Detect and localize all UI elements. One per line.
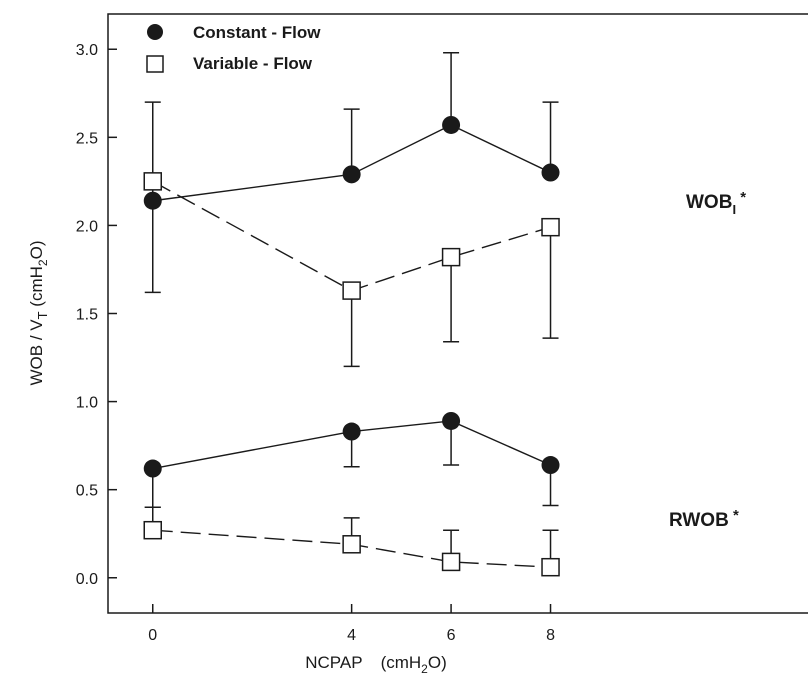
legend: Constant - Flow Variable - Flow [146, 23, 321, 73]
annotation-rwob: RWOB * [669, 507, 739, 531]
x-axis-label: NCPAP (cmH2O) [305, 653, 447, 676]
rwob-constant-flow-point-0 [143, 459, 162, 478]
rwob-constant-flow-point-6 [442, 411, 461, 430]
rwob-variable-flow-line [152, 529, 551, 568]
wobi-variable-flow-line [152, 180, 551, 292]
rwob-constant-flow-line [152, 420, 551, 470]
wobi-constant-flow-point-6 [442, 115, 461, 134]
y-axis-label-unit-close: O) [27, 241, 46, 260]
annotation-wobi-text: WOB [686, 192, 732, 213]
x-axis: 0 4 6 8 [148, 604, 555, 644]
x-tick-label-8: 8 [546, 627, 555, 644]
annotation-rwob-star: * [729, 507, 739, 524]
wobi-constant-flow-line [152, 124, 551, 202]
legend-label-constant-flow: Constant - Flow [193, 23, 321, 42]
annotation-wobi-star: * [736, 189, 746, 206]
wobi-variable-flow-point-4 [342, 281, 361, 300]
rwob-constant-flow-point-8 [541, 456, 560, 475]
x-axis-label-main: NCPAP [305, 653, 362, 672]
wobi-constant-flow-point-8 [541, 163, 560, 182]
y-axis-label-unit-sub: 2 [36, 259, 50, 266]
annotation-wobi-sub: I [732, 202, 736, 217]
series-lines [152, 124, 551, 568]
legend-marker-constant-flow [147, 24, 163, 40]
y-tick-label-2-0: 2.0 [76, 218, 98, 235]
annotation-rwob-text: RWOB [669, 510, 729, 531]
y-tick-label-1-0: 1.0 [76, 395, 98, 412]
y-axis-label-sub-t: T [35, 311, 50, 319]
y-tick-label-1-5: 1.5 [76, 307, 98, 324]
x-tick-label-0: 0 [148, 627, 157, 644]
error-bars [144, 52, 559, 568]
x-tick-label-4: 4 [347, 627, 356, 644]
annotation-wobi: WOBI * [686, 189, 746, 217]
legend-label-variable-flow: Variable - Flow [193, 54, 313, 73]
wobi-variable-flow-point-8 [541, 217, 560, 237]
legend-marker-variable-flow [146, 55, 164, 73]
y-tick-label-3-0: 3.0 [76, 42, 98, 59]
y-axis-label: WOB / VT (cmH2O) [27, 241, 50, 386]
series-annotations: WOBI * RWOB * [669, 189, 746, 531]
y-axis-label-unit: (cmH [27, 266, 46, 311]
rwob-variable-flow-point-6 [441, 552, 461, 572]
x-tick-label-6: 6 [447, 627, 456, 644]
x-axis-label-unit: (cmH [381, 653, 422, 672]
wobi-constant-flow-point-4 [342, 165, 361, 184]
markers [143, 115, 560, 577]
y-tick-label-2-5: 2.5 [76, 130, 98, 147]
rwob-variable-flow-point-4 [342, 535, 361, 554]
wobi-variable-flow-point-0 [143, 172, 162, 191]
rwob-variable-flow-point-0 [143, 520, 162, 540]
rwob-variable-flow-point-8 [541, 557, 560, 577]
y-tick-label-0-0: 0.0 [76, 571, 98, 588]
y-axis: 0.0 0.5 1.0 1.5 2.0 2.5 3.0 [76, 42, 117, 588]
wobi-variable-flow-point-6 [441, 247, 461, 267]
y-axis-label-main: WOB / V [27, 319, 46, 386]
x-axis-label-unit-sub: 2 [421, 662, 428, 676]
wobi-constant-flow-point-0 [143, 191, 162, 210]
rwob-constant-flow-point-4 [342, 422, 361, 441]
x-axis-label-unit-close: O) [428, 653, 447, 672]
y-tick-label-0-5: 0.5 [76, 483, 98, 500]
